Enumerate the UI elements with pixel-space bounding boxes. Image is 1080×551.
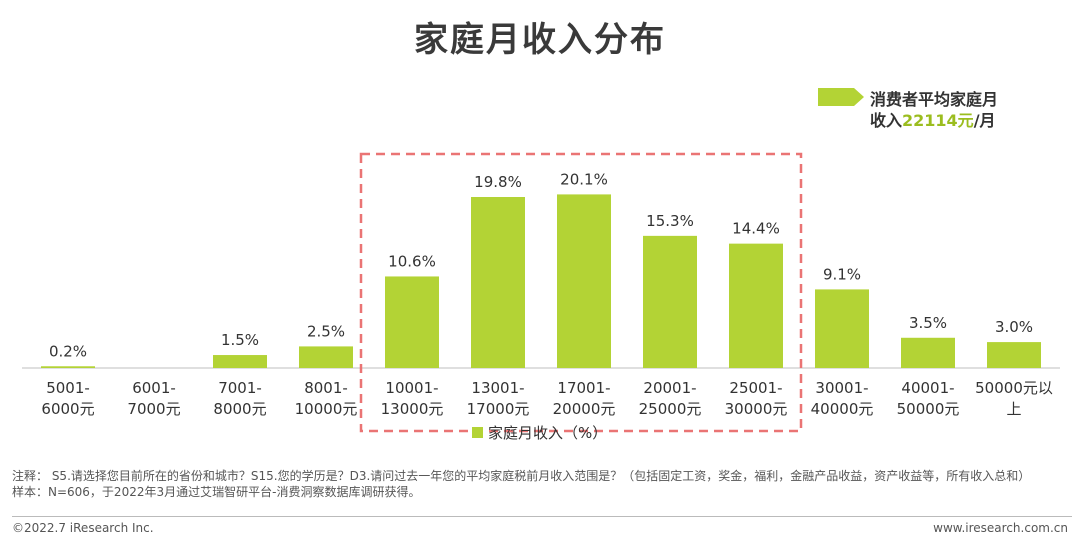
data-label: 15.3%	[646, 212, 694, 230]
callout-value: 22114元	[902, 111, 974, 130]
website: www.iresearch.com.cn	[933, 521, 1068, 535]
x-tick-label: 6001-	[132, 379, 176, 397]
x-tick-label: 30000元	[725, 400, 788, 418]
bar	[643, 235, 697, 368]
data-label: 10.6%	[388, 252, 436, 270]
legend-label: 家庭月收入（%）	[488, 424, 607, 442]
bar	[729, 243, 783, 368]
x-tick-label: 7001-	[218, 379, 262, 397]
x-tick-label: 30001-	[815, 379, 868, 397]
callout-line1: 消费者平均家庭月	[870, 90, 999, 109]
x-tick-label: 50000元	[897, 400, 960, 418]
x-tick-label: 10000元	[295, 400, 358, 418]
x-tick-label: 17001-	[557, 379, 610, 397]
data-label: 14.4%	[732, 220, 780, 238]
bar	[901, 337, 955, 368]
footer-divider	[12, 516, 1072, 517]
x-tick-label: 10001-	[385, 379, 438, 397]
callout-arrow-icon	[818, 88, 864, 106]
x-tick-label: 13000元	[381, 400, 444, 418]
x-tick-label: 6000元	[41, 400, 94, 418]
notes-line1: 注释： S5.请选择您目前所在的省份和城市？S15.您的学历是？D3.请问过去一…	[12, 469, 1031, 483]
callout-line2: 收入22114元/月	[870, 107, 996, 131]
x-tick-label: 13001-	[471, 379, 524, 397]
x-tick-label: 8001-	[304, 379, 348, 397]
bar	[299, 346, 353, 368]
data-label: 0.2%	[49, 342, 87, 360]
notes-line2: 样本：N=606，于2022年3月通过艾瑞智研平台-消费洞察数据库调研获得。	[12, 485, 421, 499]
bar	[557, 194, 611, 368]
x-tick-label: 20000元	[553, 400, 616, 418]
page-title: 家庭月收入分布	[414, 20, 666, 60]
x-tick-label: 5001-	[46, 379, 90, 397]
x-tick-label: 上	[1006, 400, 1021, 418]
x-tick-label: 8000元	[213, 400, 266, 418]
data-label: 20.1%	[560, 170, 608, 188]
x-tick-label: 50000元以	[975, 379, 1053, 397]
data-label: 1.5%	[221, 331, 259, 349]
bar	[213, 355, 267, 368]
x-tick-label: 40001-	[901, 379, 954, 397]
data-label: 3.0%	[995, 318, 1033, 336]
bar	[815, 289, 869, 368]
x-tick-label: 20001-	[643, 379, 696, 397]
callout-prefix: 收入	[870, 111, 903, 130]
bar	[41, 366, 95, 368]
data-label: 9.1%	[823, 265, 861, 283]
x-tick-label: 17000元	[467, 400, 530, 418]
bar	[987, 342, 1041, 368]
data-label: 3.5%	[909, 314, 947, 332]
data-label: 19.8%	[474, 173, 522, 191]
legend-swatch	[472, 427, 483, 438]
copyright: ©2022.7 iResearch Inc.	[12, 521, 154, 535]
highlight-box	[359, 152, 803, 433]
bar	[385, 276, 439, 368]
x-tick-label: 25001-	[729, 379, 782, 397]
x-tick-label: 25000元	[639, 400, 702, 418]
callout-suffix: /月	[973, 111, 996, 130]
x-tick-label: 40000元	[811, 400, 874, 418]
data-label: 2.5%	[307, 322, 345, 340]
bar	[471, 197, 525, 368]
income-bar-chart: 0.2% 5001- 6000元 6001- 7000元 1.5% 7001- 8000元 2.…	[22, 152, 1060, 442]
x-tick-label: 7000元	[127, 400, 180, 418]
notes: 注释： S5.请选择您目前所在的省份和城市？S15.您的学历是？D3.请问过去一…	[12, 468, 1072, 500]
